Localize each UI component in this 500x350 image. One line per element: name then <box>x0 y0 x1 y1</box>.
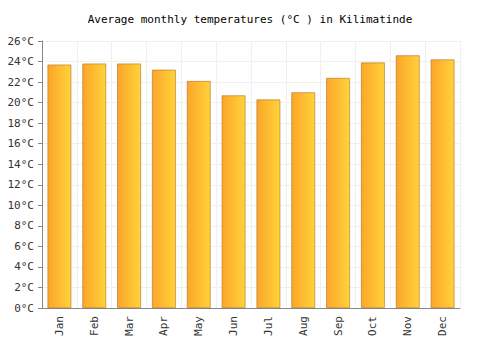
svg-text:Dec: Dec <box>436 316 449 336</box>
svg-text:Sep: Sep <box>332 316 345 336</box>
svg-text:20°C: 20°C <box>8 96 35 109</box>
svg-text:6°C: 6°C <box>14 240 34 253</box>
svg-text:Nov: Nov <box>401 316 414 336</box>
svg-text:14°C: 14°C <box>8 158 35 171</box>
svg-text:18°C: 18°C <box>8 117 35 130</box>
svg-text:4°C: 4°C <box>14 260 34 273</box>
svg-text:8°C: 8°C <box>14 219 34 232</box>
svg-text:Jan: Jan <box>53 316 66 336</box>
svg-text:Jul: Jul <box>262 316 275 336</box>
svg-text:Apr: Apr <box>157 316 170 336</box>
svg-text:12°C: 12°C <box>8 178 35 191</box>
svg-text:26°C: 26°C <box>8 35 35 48</box>
svg-text:24°C: 24°C <box>8 55 35 68</box>
svg-text:Oct: Oct <box>366 316 379 336</box>
svg-text:Feb: Feb <box>88 316 101 336</box>
svg-text:Jun: Jun <box>227 316 240 336</box>
svg-text:22°C: 22°C <box>8 76 35 89</box>
svg-text:16°C: 16°C <box>8 137 35 150</box>
svg-text:Average monthly temperatures (: Average monthly temperatures (°C ) in Ki… <box>88 13 413 26</box>
svg-text:Mar: Mar <box>123 316 136 336</box>
svg-text:0°C: 0°C <box>14 302 34 315</box>
svg-text:10°C: 10°C <box>8 199 35 212</box>
svg-text:Aug: Aug <box>297 316 310 336</box>
svg-text:May: May <box>192 316 205 336</box>
svg-text:2°C: 2°C <box>14 281 34 294</box>
